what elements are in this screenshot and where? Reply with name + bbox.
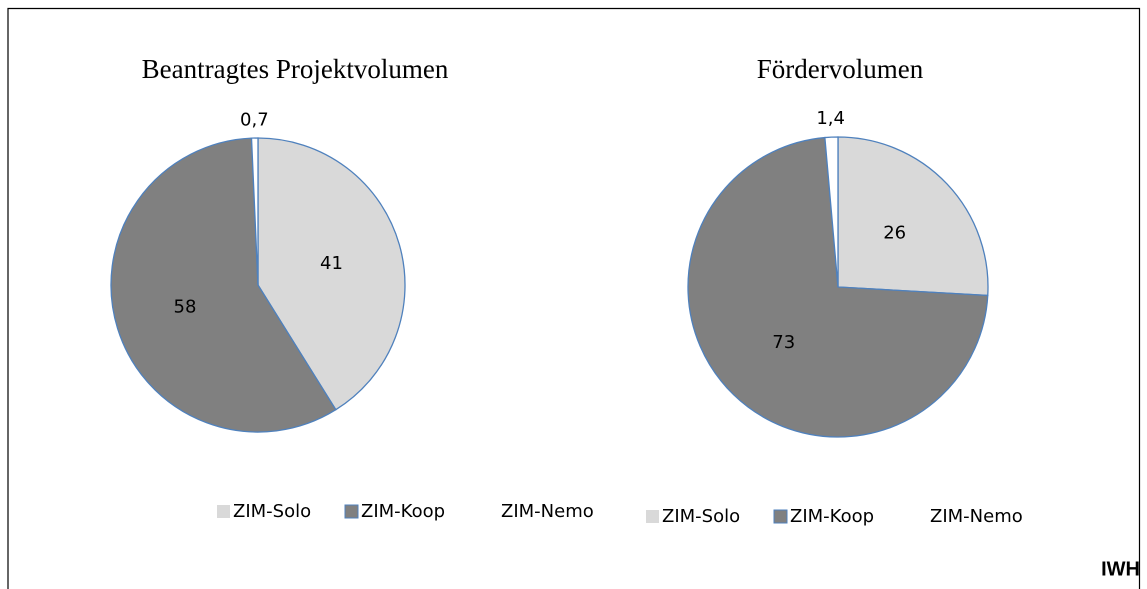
legend-swatch <box>344 504 359 519</box>
data-label: 26 <box>883 222 906 243</box>
legend-label: ZIM-Koop <box>361 501 445 522</box>
legend-swatch <box>217 505 230 518</box>
pie-slice <box>250 137 259 286</box>
chart-title: Fördervolumen <box>757 54 924 84</box>
legend-label: ZIM-Nemo <box>930 506 1023 527</box>
legend-swatch <box>773 509 788 524</box>
legend-swatch <box>914 510 927 523</box>
data-label: 58 <box>174 297 197 318</box>
data-label: 0,7 <box>240 109 269 130</box>
source: IWH <box>1101 558 1140 580</box>
legend-label: ZIM-Solo <box>233 501 311 522</box>
pie-slice <box>110 137 337 433</box>
legend-label: ZIM-Solo <box>662 506 740 527</box>
legend-swatch <box>485 505 498 518</box>
pie-slice <box>837 136 989 297</box>
data-label: 73 <box>772 332 795 353</box>
legend-label: ZIM-Nemo <box>501 501 594 522</box>
frame <box>7 7 1141 589</box>
legend-label: ZIM-Koop <box>790 506 874 527</box>
chart-title: Beantragtes Projektvolumen <box>142 54 449 84</box>
pie-slice <box>687 136 989 438</box>
pie-slice <box>257 137 406 411</box>
data-label: 1,4 <box>816 108 845 129</box>
legend-swatch <box>646 510 659 523</box>
data-label: 41 <box>320 253 343 274</box>
pie-slice <box>824 136 839 288</box>
